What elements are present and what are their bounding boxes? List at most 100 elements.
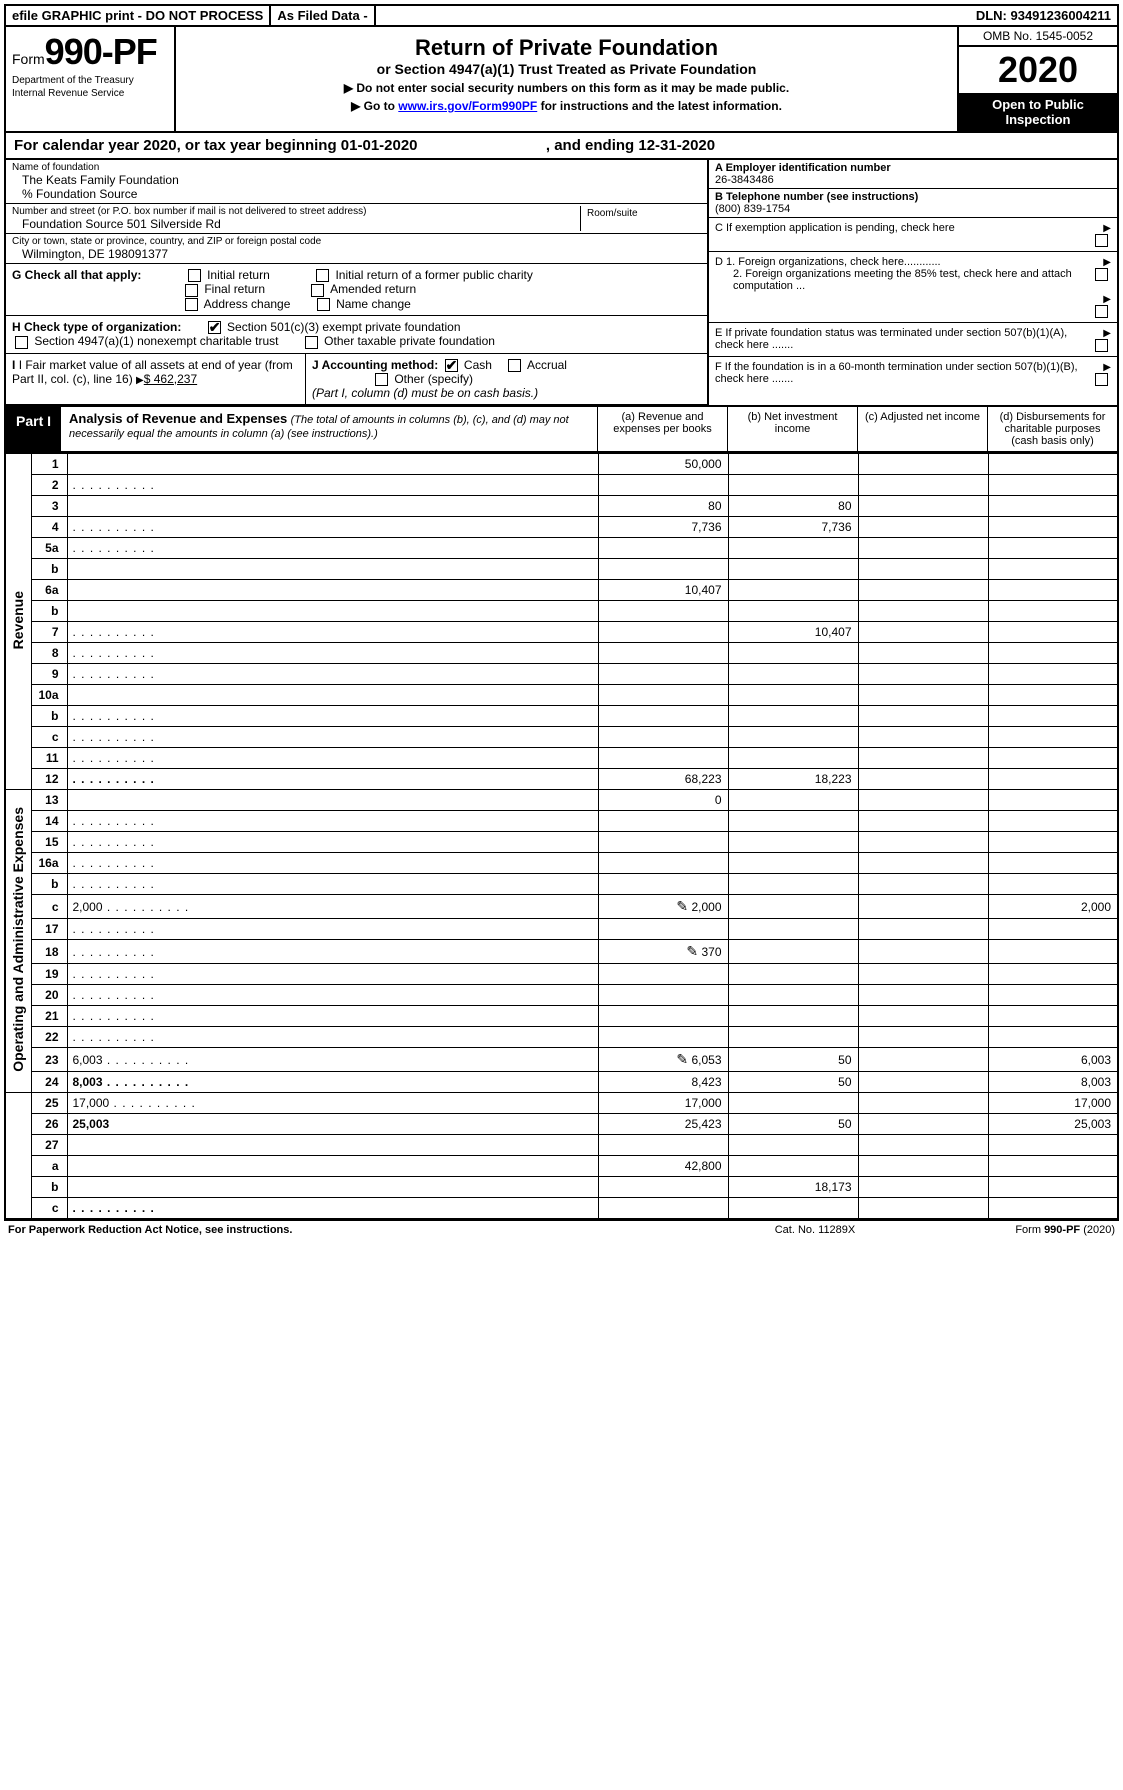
checkbox-final-return[interactable] <box>185 284 198 297</box>
checkbox-c[interactable] <box>1095 234 1108 247</box>
cell-c <box>858 985 988 1006</box>
table-row: 16a <box>5 853 1118 874</box>
checkbox-4947[interactable] <box>15 336 28 349</box>
checkbox-d1[interactable] <box>1095 268 1108 281</box>
row-number: a <box>31 1156 67 1177</box>
row-desc <box>67 964 598 985</box>
table-row: 27 <box>5 1135 1118 1156</box>
checkbox-name-change[interactable] <box>317 298 330 311</box>
b-label: B Telephone number (see instructions) <box>715 191 918 203</box>
cell-d <box>988 538 1118 559</box>
row-desc <box>67 496 598 517</box>
cell-d <box>988 1177 1118 1198</box>
cell-d <box>988 1156 1118 1177</box>
header-left: Form990-PF Department of the Treasury In… <box>6 27 176 131</box>
row-number: 26 <box>31 1114 67 1135</box>
cell-d <box>988 832 1118 853</box>
row-desc <box>67 1198 598 1220</box>
cell-c <box>858 853 988 874</box>
cell-c <box>858 1048 988 1072</box>
checkbox-other-method[interactable] <box>375 373 388 386</box>
cell-c <box>858 1072 988 1093</box>
cell-a <box>598 832 728 853</box>
cell-b <box>728 940 858 964</box>
cell-a: 10,407 <box>598 580 728 601</box>
cell-c <box>858 1027 988 1048</box>
cell-c <box>858 664 988 685</box>
table-row: 38080 <box>5 496 1118 517</box>
cell-b <box>728 643 858 664</box>
table-row: 6a 10,407 <box>5 580 1118 601</box>
checkbox-accrual[interactable] <box>508 359 521 372</box>
col-c-head: (c) Adjusted net income <box>857 407 987 451</box>
form-header: Form990-PF Department of the Treasury In… <box>4 27 1119 133</box>
row-desc <box>67 580 598 601</box>
attachment-icon[interactable]: ✎ <box>680 943 698 960</box>
attachment-icon[interactable]: ✎ <box>670 898 688 915</box>
checkbox-amended[interactable] <box>311 284 324 297</box>
cell-d <box>988 1198 1118 1220</box>
checkbox-other-taxable[interactable] <box>305 336 318 349</box>
row-number: 4 <box>31 517 67 538</box>
cell-c <box>858 748 988 769</box>
table-row: 17 <box>5 919 1118 940</box>
form-note1: ▶ Do not enter social security numbers o… <box>186 81 947 95</box>
table-row: 9 <box>5 664 1118 685</box>
footer-right: Form 990-PF (2020) <box>915 1224 1115 1236</box>
cell-c <box>858 706 988 727</box>
cell-c <box>858 601 988 622</box>
cell-d: 6,003 <box>988 1048 1118 1072</box>
checkbox-address-change[interactable] <box>185 298 198 311</box>
cell-a: 68,223 <box>598 769 728 790</box>
table-row: 710,407 <box>5 622 1118 643</box>
row-desc <box>67 874 598 895</box>
row-number: 2 <box>31 475 67 496</box>
addr-label: Number and street (or P.O. box number if… <box>12 206 580 217</box>
g-check-row: G Check all that apply: Initial return I… <box>6 264 707 316</box>
cell-c <box>858 964 988 985</box>
cell-b: 18,173 <box>728 1177 858 1198</box>
cell-a: 25,423 <box>598 1114 728 1135</box>
row-number: 6a <box>31 580 67 601</box>
table-row: 1268,22318,223 <box>5 769 1118 790</box>
row-desc <box>67 811 598 832</box>
checkbox-initial-return[interactable] <box>188 269 201 282</box>
table-row: b18,173 <box>5 1177 1118 1198</box>
header-center: Return of Private Foundation or Section … <box>176 27 957 131</box>
checkbox-initial-former[interactable] <box>316 269 329 282</box>
attachment-icon[interactable]: ✎ <box>670 1051 688 1068</box>
row-number: 7 <box>31 622 67 643</box>
checkbox-cash[interactable] <box>445 359 458 372</box>
irs-link[interactable]: www.irs.gov/Form990PF <box>398 99 537 113</box>
calendar-year-row: For calendar year 2020, or tax year begi… <box>4 133 1119 160</box>
cell-b <box>728 1006 858 1027</box>
row-desc <box>67 748 598 769</box>
row-number: 22 <box>31 1027 67 1048</box>
row-desc <box>67 622 598 643</box>
cell-d <box>988 1135 1118 1156</box>
ein-value: 26-3843486 <box>715 174 774 186</box>
tax-year: 2020 <box>959 47 1117 93</box>
cell-c <box>858 919 988 940</box>
cell-a <box>598 1006 728 1027</box>
cell-b <box>728 811 858 832</box>
name-label: Name of foundation <box>12 162 701 173</box>
row-desc: 17,000 <box>67 1093 598 1114</box>
checkbox-501c3[interactable] <box>208 321 221 334</box>
footer-left: For Paperwork Reduction Act Notice, see … <box>8 1224 715 1236</box>
checkbox-d2[interactable] <box>1095 305 1108 318</box>
row-desc <box>67 832 598 853</box>
row-number: 12 <box>31 769 67 790</box>
row-number: 19 <box>31 964 67 985</box>
checkbox-f[interactable] <box>1095 373 1108 386</box>
cell-d <box>988 643 1118 664</box>
cell-c <box>858 496 988 517</box>
checkbox-e[interactable] <box>1095 339 1108 352</box>
cell-a <box>598 919 728 940</box>
row-desc <box>67 475 598 496</box>
cell-d <box>988 964 1118 985</box>
table-row: Operating and Administrative Expenses130 <box>5 790 1118 811</box>
row-number: c <box>31 727 67 748</box>
cell-a <box>598 811 728 832</box>
cell-d <box>988 622 1118 643</box>
